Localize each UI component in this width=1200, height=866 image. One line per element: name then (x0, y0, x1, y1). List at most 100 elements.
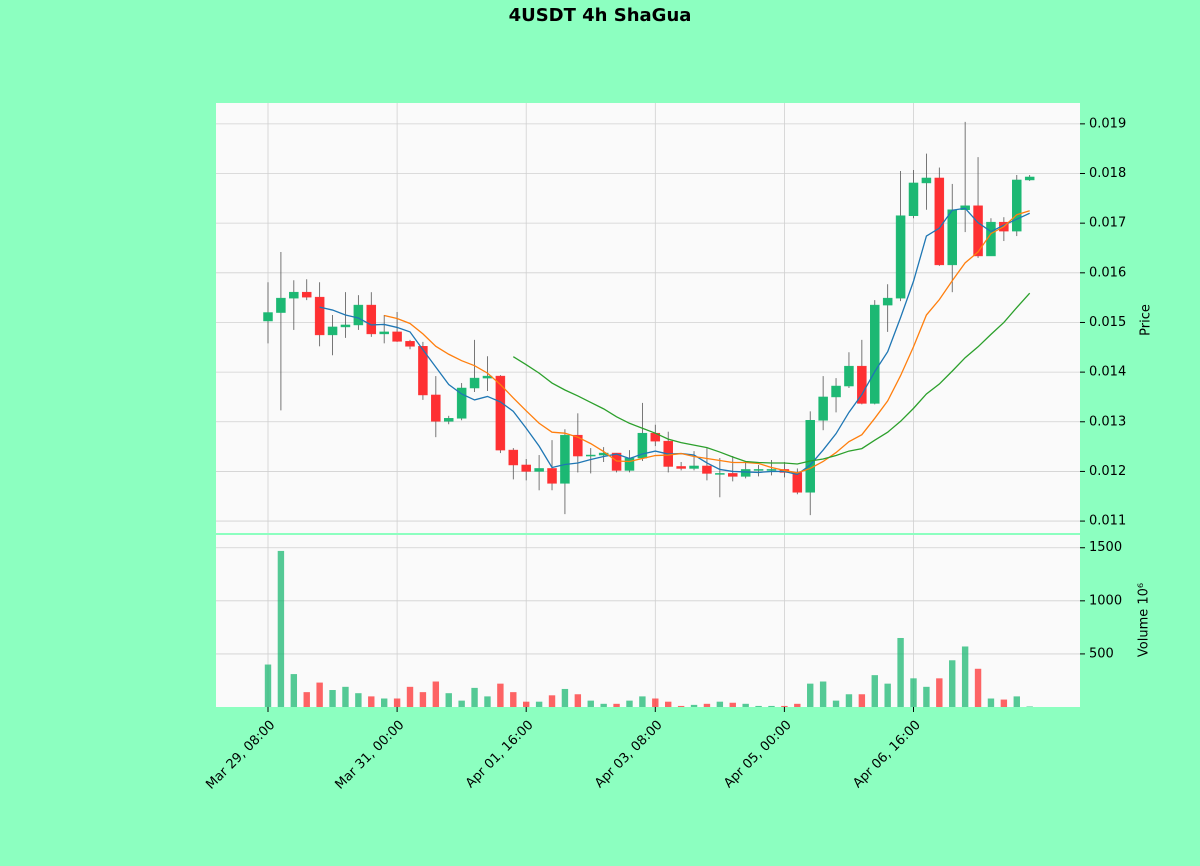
volume-bar (458, 700, 465, 707)
candle-body (534, 468, 544, 472)
candle-body (431, 394, 441, 422)
volume-bar (677, 705, 685, 707)
y-tick-label: 1500 (1089, 540, 1122, 555)
volume-bar (419, 692, 427, 707)
candle-body (895, 215, 906, 299)
volume-bar (949, 660, 956, 707)
volume-bar (626, 700, 633, 707)
volume-bar (897, 637, 904, 707)
candle-body (908, 182, 919, 216)
x-tick-label: Mar 31, 00:00 (332, 718, 407, 793)
volume-bar (277, 550, 285, 707)
volume-bar (1013, 696, 1020, 707)
volume-bar (794, 703, 801, 707)
y-tick-label: 0.015 (1089, 315, 1126, 330)
volume-bar (987, 698, 995, 707)
volume-bar (1000, 699, 1008, 707)
volume-bar (910, 678, 917, 707)
volume-bar (716, 701, 724, 707)
candle-body (327, 326, 338, 336)
volume-bar (393, 698, 401, 707)
candle-body (689, 465, 699, 469)
volume-bar (497, 683, 504, 707)
volume-bar (755, 705, 762, 707)
volume-bar (561, 688, 569, 707)
candle-body (1024, 176, 1035, 181)
volume-bar (974, 668, 982, 707)
volume-bar (316, 682, 323, 707)
volume-bar (742, 703, 749, 707)
volume-bar (574, 694, 582, 707)
volume-bar (432, 681, 440, 707)
candle-body (947, 209, 957, 266)
candle-body (728, 473, 738, 477)
candle-body (560, 434, 570, 484)
volume-bar (368, 696, 375, 707)
y-tick-label: 0.017 (1089, 216, 1126, 231)
candle-body (392, 331, 402, 342)
volume-bar (768, 705, 775, 707)
candle-body (882, 297, 893, 306)
moving-average-line (384, 210, 1030, 474)
volume-bar (484, 696, 491, 707)
candle-body (766, 469, 777, 471)
volume-bar (548, 695, 556, 707)
candle-body (740, 469, 751, 477)
candle-body (586, 454, 596, 457)
candle-body (443, 418, 454, 422)
volume-bar (290, 674, 298, 707)
moving-average-line (512, 292, 1031, 465)
y-tick-label: 0.016 (1089, 265, 1126, 280)
volume-bar (923, 686, 930, 707)
volume-bar (781, 705, 788, 707)
volume-panel (216, 535, 1080, 707)
volume-bar (665, 701, 672, 707)
candle-body (456, 387, 467, 419)
candle-body (289, 291, 299, 299)
candle-body (702, 465, 712, 474)
volume-bar (729, 702, 736, 707)
candle-body (314, 296, 325, 336)
volume-bar (303, 692, 310, 707)
candle-body (508, 449, 519, 466)
volume-bar (639, 696, 646, 707)
candle-body (521, 464, 531, 472)
volume-bar (807, 683, 814, 707)
volume-bar (703, 703, 711, 707)
candle-body (418, 346, 428, 396)
chart-title: 4USDT 4h ShaGua (509, 5, 692, 26)
candle-body (301, 291, 312, 298)
volume-bar (871, 675, 878, 707)
volume-bar (264, 664, 272, 707)
candle-body (405, 341, 415, 347)
candle-body (263, 312, 273, 322)
candle-body (921, 177, 932, 184)
candle-body (547, 468, 557, 484)
candle-body (831, 385, 841, 398)
x-tick-label: Mar 29, 08:00 (203, 718, 278, 793)
candle-body (1012, 179, 1022, 232)
volume-bar (613, 703, 620, 707)
candle-body (805, 420, 815, 493)
candle-body (676, 466, 686, 469)
candle-body (340, 324, 351, 328)
volume-bar (342, 686, 349, 707)
candle-body (624, 457, 635, 471)
volume-bar (961, 646, 969, 707)
y-tick-label: 0.018 (1089, 166, 1126, 181)
volume-bar (600, 703, 607, 707)
x-tick-label: Apr 06, 16:00 (850, 718, 923, 791)
candle-body (792, 472, 803, 493)
x-tick-label: Apr 03, 08:00 (592, 718, 665, 791)
volume-bar (406, 686, 414, 707)
y-tick-label: 500 (1089, 646, 1114, 661)
candle-body (495, 375, 506, 451)
candle-body (870, 304, 880, 404)
candle-body (353, 304, 364, 326)
volume-bar (690, 704, 698, 707)
volume-bar (884, 683, 891, 707)
candle-body (573, 434, 583, 457)
candle-body (934, 177, 945, 266)
volume-bar (845, 694, 853, 707)
